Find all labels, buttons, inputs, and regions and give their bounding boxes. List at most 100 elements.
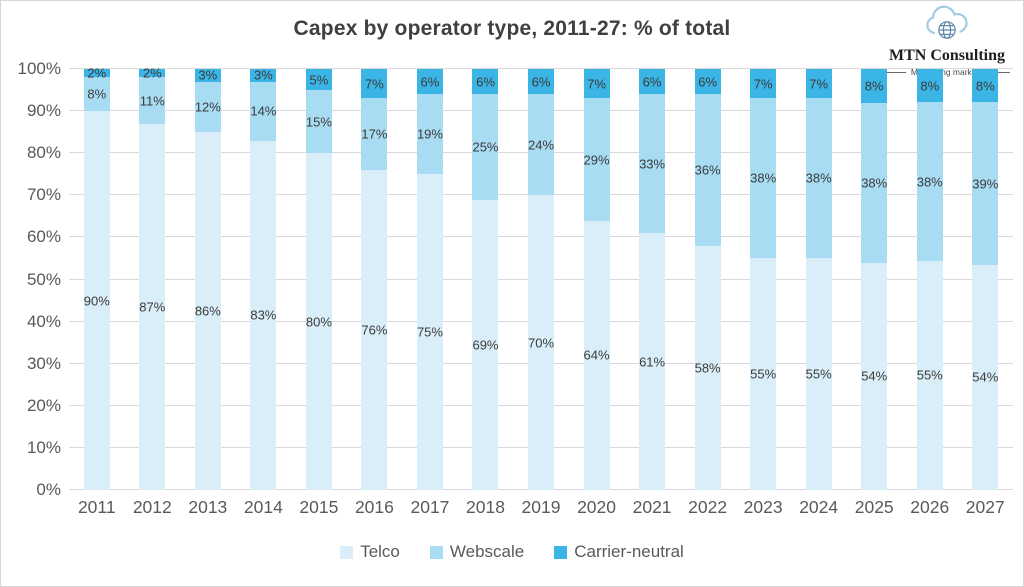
y-tick-label: 100% [17,59,61,78]
bar-segment-carrier-neutral-2013: 3% [194,67,221,83]
data-label-telco-2013: 86% [194,303,221,319]
data-label-carrier-neutral-2013: 3% [198,67,218,83]
stacked-bar-2017: 75% 19% 6% [417,69,443,490]
bar-column-2021: 61% 33% 6% [624,69,680,490]
bar-segment-webscale-2027: 39% [972,102,998,265]
stacked-bar-2014: 83% 14% 3% [250,67,277,490]
x-tick-label-2025: 2025 [854,497,894,517]
bar-column-2026: 55% 38% 8% [902,69,958,490]
data-label-carrier-neutral-2027: 8% [975,78,995,94]
stacked-bar-2016: 76% 17% 7% [361,69,387,490]
bar-segment-telco-2013: 86% [194,131,221,490]
data-label-webscale-2027: 39% [972,176,999,192]
data-label-telco-2017: 75% [416,324,443,340]
data-label-webscale-2016: 17% [361,126,388,142]
stacked-bar-2025: 54% 38% 8% [861,69,887,490]
bar-segment-carrier-neutral-2025: 8% [861,69,888,103]
data-label-telco-2011: 90% [83,293,110,309]
data-label-carrier-neutral-2012: 2% [142,65,162,81]
data-label-telco-2022: 58% [694,360,721,376]
bar-segment-telco-2017: 75% [417,174,443,490]
bar-segment-webscale-2019: 24% [528,94,554,196]
y-tick-label: 40% [26,311,61,331]
bar-segment-telco-2016: 76% [361,170,387,490]
bar-segment-webscale-2020: 29% [584,98,610,221]
bar-segment-webscale-2013: 12% [195,81,221,132]
tagline-rule-left [883,71,906,73]
data-label-webscale-2017: 19% [416,126,443,142]
bar-column-2019: 70% 24% 6% [513,69,569,490]
bar-column-2011: 90% 8% 2% [69,65,125,490]
bar-segment-webscale-2016: 17% [361,98,388,171]
data-label-carrier-neutral-2023: 7% [753,76,773,92]
y-tick-label: 10% [26,437,61,457]
stacked-bar-2026: 55% 38% 8% [917,69,943,490]
bar-segment-telco-2024: 55% [806,258,832,490]
bar-segment-carrier-neutral-2024: 7% [805,69,832,99]
bar-segment-webscale-2022: 36% [695,94,721,246]
legend-label-telco: Telco [360,542,400,561]
cloud-globe-icon [921,5,973,46]
bar-column-2020: 64% 29% 7% [569,69,625,490]
data-label-carrier-neutral-2014: 3% [253,67,273,83]
bar-segment-telco-2019: 70% [528,195,554,490]
bar-segment-carrier-neutral-2020: 7% [583,69,610,99]
data-label-webscale-2018: 25% [472,139,499,155]
data-label-webscale-2023: 38% [750,170,777,186]
bar-segment-telco-2020: 64% [584,220,610,490]
logo: MTN Consulting Measuring markets [881,5,1013,77]
y-tick-label: 0% [36,480,61,499]
x-tick-label-2012: 2012 [132,497,172,517]
bar-column-2017: 75% 19% 6% [402,69,458,490]
stacked-bar-2019: 70% 24% 6% [528,69,554,490]
x-tick-label-2015: 2015 [299,497,339,517]
data-label-webscale-2026: 38% [916,174,943,190]
bar-segment-webscale-2018: 25% [472,94,499,200]
y-tick-label: 30% [26,353,61,373]
data-label-webscale-2014: 14% [250,103,277,119]
data-label-carrier-neutral-2017: 6% [420,74,440,90]
x-tick-label-2021: 2021 [632,497,672,517]
bar-segment-carrier-neutral-2015: 5% [305,69,332,91]
x-tick-label-2018: 2018 [466,497,505,517]
data-label-carrier-neutral-2024: 7% [809,76,829,92]
x-tick-label-2027: 2027 [965,497,1005,517]
data-label-telco-2027: 54% [972,369,999,385]
bar-column-2015: 80% 15% 5% [291,69,347,490]
bar-column-2013: 86% 12% 3% [180,67,236,490]
data-label-telco-2025: 54% [861,368,888,384]
x-tick-label-2016: 2016 [354,497,394,517]
bar-segment-webscale-2014: 14% [250,81,277,141]
bar-segment-carrier-neutral-2027: 8% [972,69,999,103]
logo-name: MTN Consulting [888,47,1006,64]
bar-segment-carrier-neutral-2017: 6% [416,69,443,95]
data-label-telco-2024: 55% [805,366,832,382]
bar-column-2012: 87% 11% 2% [125,65,181,490]
legend-swatch-telco [340,545,354,559]
data-label-carrier-neutral-2011: 2% [87,65,107,81]
data-label-carrier-neutral-2025: 8% [864,78,884,94]
bar-segment-webscale-2026: 38% [916,102,943,261]
data-label-carrier-neutral-2021: 6% [642,74,662,90]
logo-tagline-text: Measuring markets [910,67,984,77]
legend-item-webscale: Webscale [429,542,525,562]
bar-segment-telco-2023: 55% [750,258,776,490]
bar-segment-carrier-neutral-2019: 6% [528,69,555,95]
bar-column-2024: 55% 38% 7% [791,69,847,490]
data-label-webscale-2015: 15% [305,114,332,130]
y-tick-label: 80% [26,143,61,163]
stacked-bar-2023: 55% 38% 7% [750,69,776,490]
data-label-carrier-neutral-2020: 7% [587,76,606,92]
data-label-telco-2023: 55% [750,366,777,382]
legend-label-webscale: Webscale [449,542,525,561]
bar-segment-carrier-neutral-2023: 7% [750,69,777,99]
bar-column-2022: 58% 36% 6% [680,69,736,490]
data-label-carrier-neutral-2016: 7% [365,76,384,92]
bar-segment-carrier-neutral-2022: 6% [694,69,721,95]
x-tick-label-2014: 2014 [243,497,283,517]
x-tick-label-2024: 2024 [799,497,839,517]
bar-segment-telco-2012: 87% [139,123,165,490]
data-label-telco-2015: 80% [305,314,332,330]
stacked-bar-2022: 58% 36% 6% [695,69,721,490]
